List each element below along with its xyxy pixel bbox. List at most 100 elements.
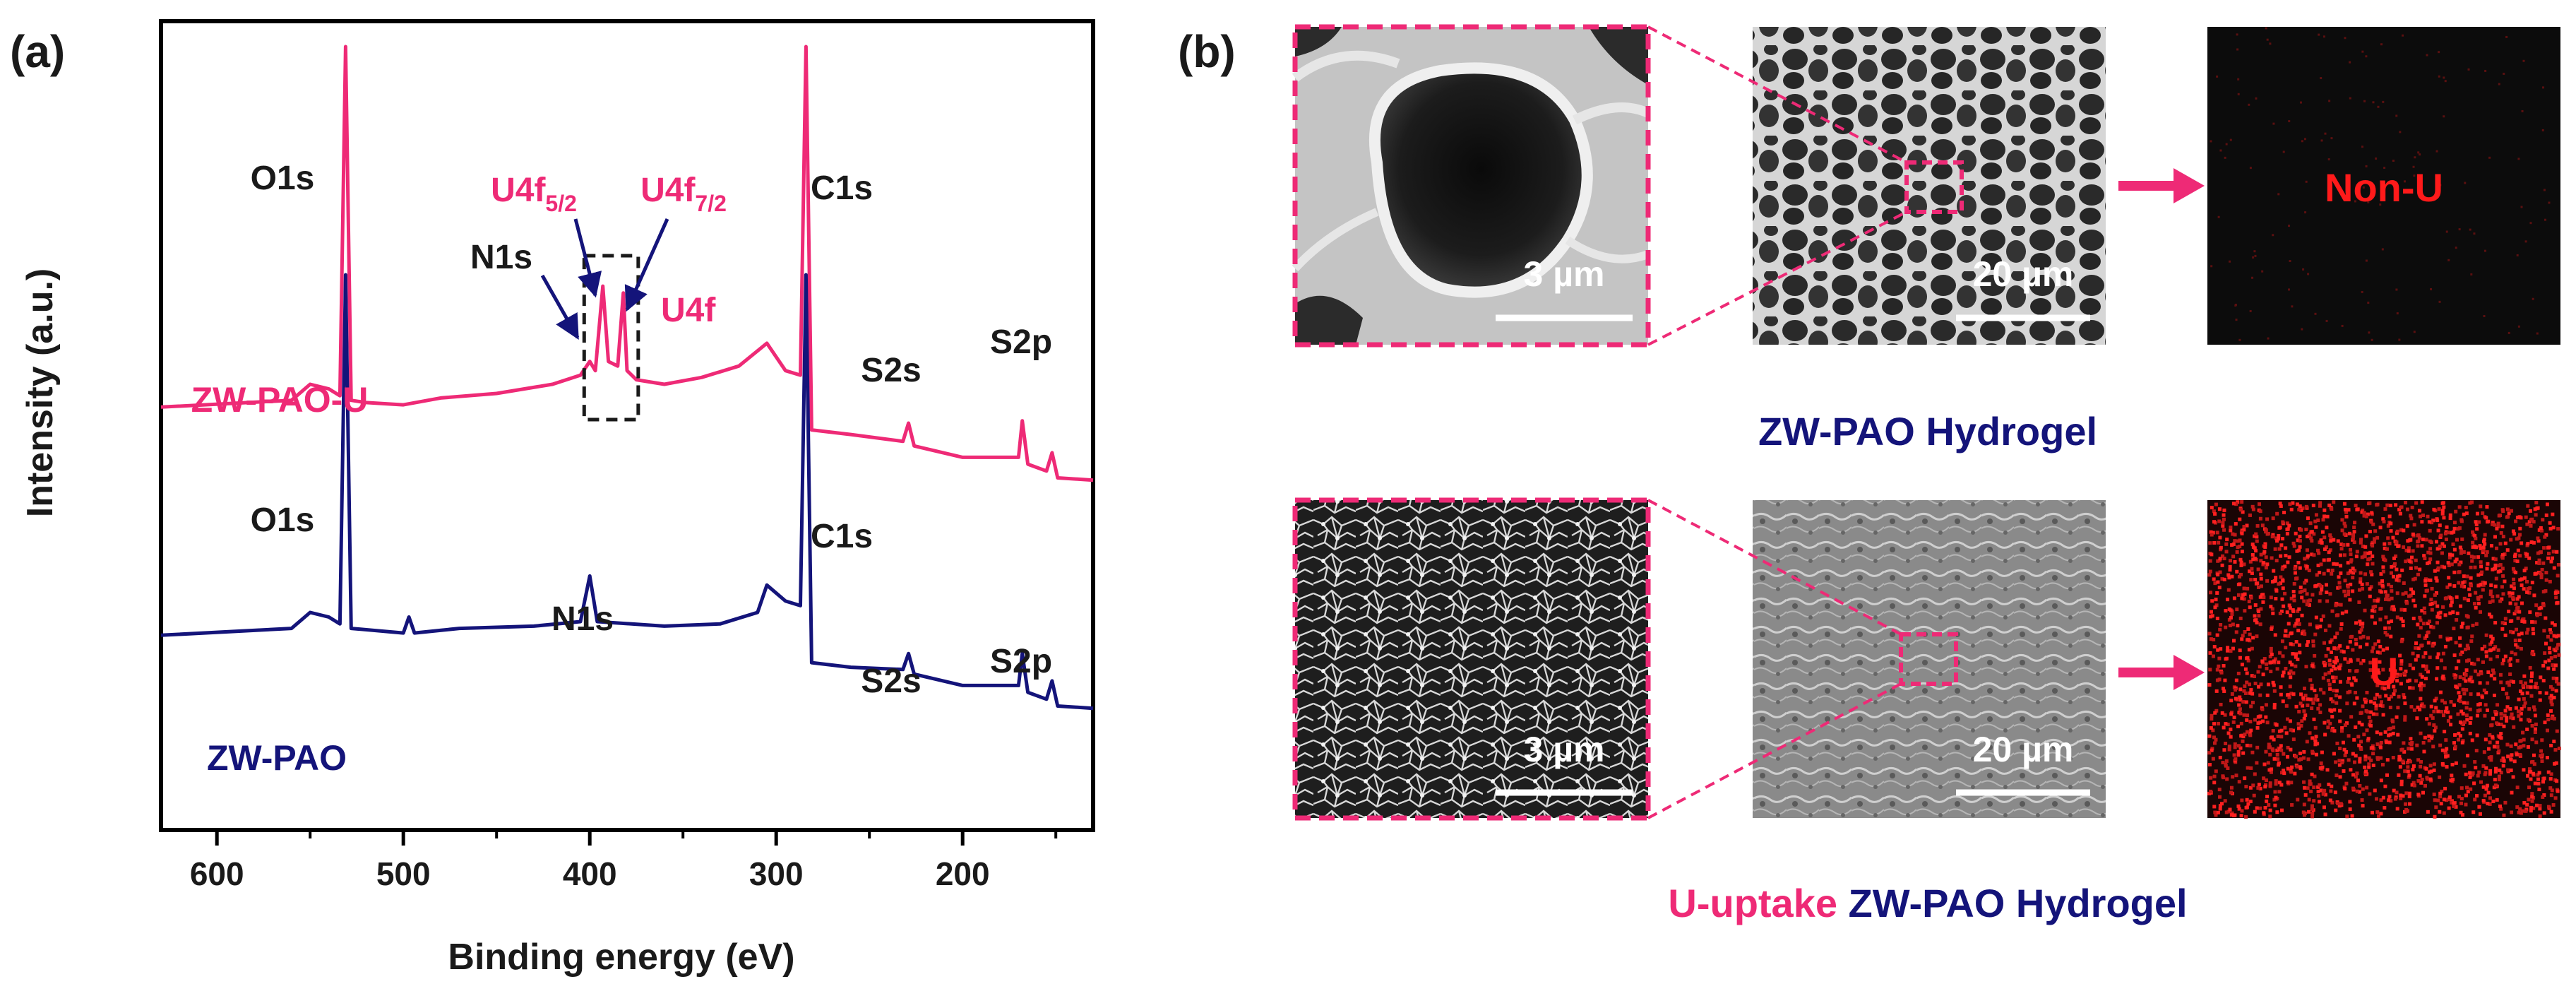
eds-dot [2444,80,2447,83]
eds-dot [2351,576,2355,580]
eds-dot [2352,530,2356,534]
eds-dot [2545,502,2549,506]
eds-dot [2449,700,2453,704]
eds-dot [2249,167,2252,170]
eds-dot [2481,764,2486,768]
eds-dot [2226,646,2230,650]
eds-dot [2259,576,2263,581]
eds-dot [2443,709,2447,713]
eds-dot [2315,573,2319,577]
eds-dot [2425,717,2429,721]
eds-dot [2419,704,2423,708]
eds-dot [2301,704,2305,708]
eds-dot [2499,722,2503,726]
eds-dot [2378,617,2383,622]
eds-dot [2307,798,2311,802]
eds-dot [2526,587,2530,591]
eds-dot [2525,728,2529,732]
eds-dot [2339,564,2343,568]
eds-dot [2450,530,2454,535]
eds-dot [2491,567,2495,571]
eds-dot [2434,576,2438,580]
eds-dot [2514,742,2518,747]
eds-dot [2321,792,2325,796]
eds-dot [2217,788,2222,792]
eds-dot [2259,552,2263,557]
eds-dot [2512,554,2517,558]
eds-dot [2325,526,2329,530]
eds-dot [2440,542,2445,546]
eds-dot [2390,671,2395,675]
eds-dot [2458,636,2462,640]
eds-dot [2359,645,2363,649]
eds-dot [2360,555,2364,559]
eds-dot [2479,546,2483,550]
eds-dot [2548,651,2552,655]
eds-dot [2470,559,2474,563]
eds-dot [2322,641,2326,645]
eds-dot [2248,691,2252,695]
eds-dot [2363,608,2367,612]
eds-dot [2517,158,2520,160]
eds-dot [2322,514,2327,518]
eds-dot [2457,659,2461,663]
eds-dot [2376,668,2380,672]
eds-dot [2251,636,2255,640]
eds-dot [2327,158,2330,161]
eds-dot [2249,687,2253,692]
eds-dot [2492,671,2496,675]
eds-dot [2492,785,2496,790]
eds-dot [2319,618,2323,622]
eds-dot [2384,694,2388,698]
eds-dot [2443,730,2447,734]
eds-dot [2440,748,2445,752]
eds-dot [2476,597,2481,601]
eds-dot [2265,517,2270,521]
eds-dot [2365,690,2369,694]
eds-dot [2459,560,2463,564]
eds-dot [2240,596,2244,600]
eds-dot [2493,563,2498,567]
eds-dot [2285,527,2289,531]
eds-dot [2373,604,2378,608]
eds-dot [2291,643,2295,647]
eds-dot [2385,503,2390,507]
eds-dot [2270,627,2274,631]
eds-dot [2483,772,2487,776]
eds-dot [2510,790,2514,795]
eds-dot [2213,581,2217,586]
eds-dot [2483,793,2487,798]
eds-dot [2329,539,2333,543]
eds-dot [2363,572,2368,576]
eds-dot [2320,541,2324,545]
eds-dot [2272,702,2277,706]
eds-dot [2410,783,2414,787]
eds-dot [2323,793,2327,797]
eds-dot [2417,509,2421,513]
eds-dot [2533,685,2537,689]
eds-dot [2241,739,2245,743]
eds-dot [2525,802,2529,807]
eds-dot [2365,55,2368,58]
eds-dot [2354,754,2358,758]
eds-dot [2330,650,2334,654]
eds-dot [2419,153,2421,156]
eds-dot [2411,764,2416,769]
eds-dot [2544,589,2548,593]
eds-dot [2480,570,2484,574]
eds-dot [2500,621,2505,625]
eds-dot [2298,534,2302,538]
eds-dot [2324,132,2327,135]
eds-dot [2305,740,2309,744]
eds-dot [2381,248,2384,251]
eds-dot [2245,680,2249,684]
eds-dot [2552,716,2556,721]
eds-dot [2411,617,2416,621]
eds-dot [2339,571,2343,575]
eds-dot [2536,551,2540,555]
eds-dot [2438,690,2443,694]
eds-dot [2528,509,2532,513]
eds-dot [2475,713,2479,718]
eds-dot [2426,622,2430,626]
eds-dot [2237,703,2241,707]
